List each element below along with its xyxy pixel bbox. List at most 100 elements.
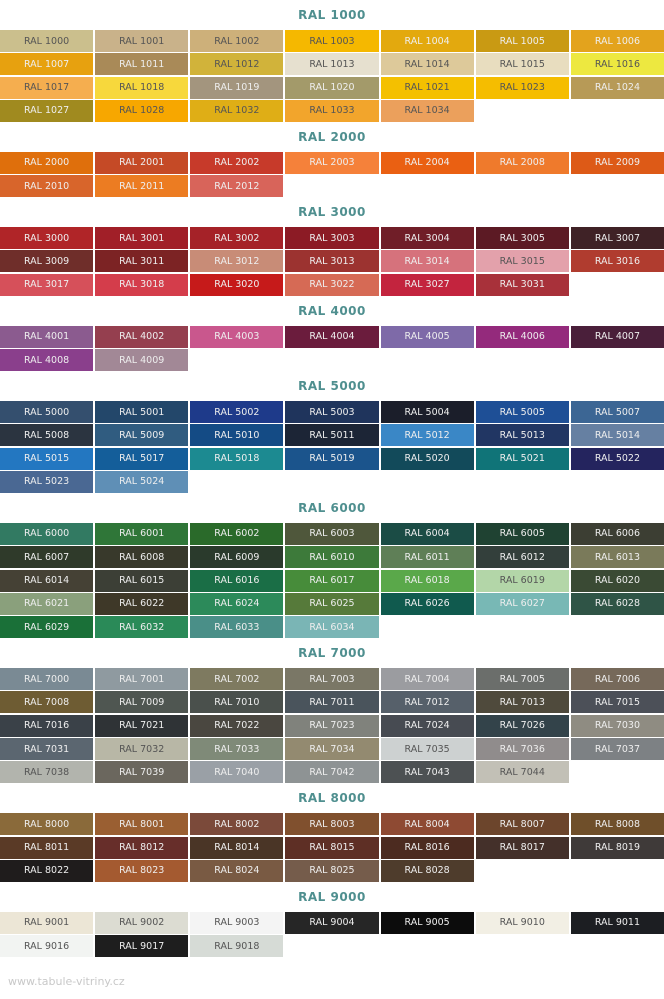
color-swatch: RAL 6014 bbox=[0, 569, 94, 592]
color-swatch: RAL 6000 bbox=[0, 522, 94, 545]
color-swatch: RAL 4009 bbox=[95, 349, 189, 372]
color-swatch: RAL 6010 bbox=[285, 546, 379, 569]
color-swatch: RAL 3003 bbox=[285, 227, 379, 250]
color-swatch: RAL 5003 bbox=[285, 401, 379, 424]
color-swatch: RAL 7043 bbox=[380, 761, 474, 784]
color-swatch: RAL 1013 bbox=[285, 53, 379, 76]
color-swatch: RAL 1003 bbox=[285, 30, 379, 52]
section: RAL 3000 RAL 3000 RAL 3001 RAL 3002 RAL 3003… bbox=[0, 197, 664, 296]
color-swatch: RAL 8017 bbox=[475, 836, 569, 859]
color-swatch: RAL 5024 bbox=[95, 470, 189, 493]
color-swatch: RAL 6003 bbox=[285, 522, 379, 545]
section-title: RAL 3000 bbox=[298, 205, 366, 220]
color-swatch: RAL 6004 bbox=[380, 522, 474, 545]
color-swatch: RAL 8003 bbox=[285, 813, 379, 836]
color-swatch: RAL 8012 bbox=[95, 836, 189, 859]
color-swatch: RAL 6018 bbox=[380, 569, 474, 592]
color-swatch: RAL 1005 bbox=[475, 30, 569, 52]
color-swatch: RAL 9016 bbox=[0, 935, 94, 958]
color-swatch: RAL 1019 bbox=[190, 76, 284, 99]
color-swatch: RAL 8004 bbox=[380, 813, 474, 836]
color-swatch: RAL 7036 bbox=[475, 738, 569, 761]
section: RAL 5000 RAL 5000 RAL 5001 RAL 5002 RAL 5003… bbox=[0, 371, 664, 493]
color-swatch: RAL 1033 bbox=[285, 99, 379, 122]
color-swatch: RAL 6025 bbox=[285, 592, 379, 615]
color-swatch: RAL 8008 bbox=[570, 813, 664, 836]
color-swatch: RAL 6011 bbox=[380, 546, 474, 569]
color-swatch: RAL 9011 bbox=[570, 911, 664, 934]
color-swatch: RAL 4007 bbox=[570, 325, 664, 348]
color-swatch: RAL 1017 bbox=[0, 76, 94, 99]
footer: www.tabule-vitriny.cz bbox=[8, 975, 125, 988]
color-swatch: RAL 7044 bbox=[475, 761, 569, 784]
color-swatch: RAL 9001 bbox=[0, 911, 94, 934]
color-swatch: RAL 8002 bbox=[190, 813, 284, 836]
color-swatch: RAL 4006 bbox=[475, 325, 569, 348]
color-swatch: RAL 7021 bbox=[95, 714, 189, 737]
color-swatch: RAL 4001 bbox=[0, 325, 94, 348]
color-swatch: RAL 2004 bbox=[380, 151, 474, 174]
color-swatch: RAL 7001 bbox=[95, 668, 189, 691]
color-swatch: RAL 7037 bbox=[570, 738, 664, 761]
color-swatch: RAL 7012 bbox=[380, 691, 474, 714]
color-swatch: RAL 1000 bbox=[0, 30, 94, 52]
color-swatch: RAL 3000 bbox=[0, 227, 94, 250]
section-title: RAL 1000 bbox=[298, 8, 366, 22]
color-swatch: RAL 4008 bbox=[0, 349, 94, 372]
color-swatch: RAL 5011 bbox=[285, 424, 379, 447]
color-swatch: RAL 5010 bbox=[190, 424, 284, 447]
color-swatch: RAL 5022 bbox=[570, 447, 664, 470]
color-swatch: RAL 1004 bbox=[380, 30, 474, 52]
color-swatch: RAL 1007 bbox=[0, 53, 94, 76]
section-title: RAL 4000 bbox=[298, 303, 366, 318]
color-swatch: RAL 5021 bbox=[475, 447, 569, 470]
color-chart: RAL 1000 RAL 1000 RAL 1001 RAL 1002 RAL 1003… bbox=[0, 8, 664, 958]
color-swatch: RAL 6032 bbox=[95, 616, 189, 639]
color-swatch: RAL 5023 bbox=[0, 470, 94, 493]
color-swatch: RAL 1006 bbox=[570, 30, 664, 52]
color-swatch: RAL 1034 bbox=[380, 99, 474, 122]
color-swatch: RAL 6013 bbox=[570, 546, 664, 569]
section-title: RAL 8000 bbox=[298, 791, 366, 806]
section: RAL 2000 RAL 2000 RAL 2001 RAL 2002 RAL 2003… bbox=[0, 122, 664, 198]
color-swatch: RAL 6008 bbox=[95, 546, 189, 569]
color-swatch: RAL 4005 bbox=[380, 325, 474, 348]
color-swatch: RAL 3005 bbox=[475, 227, 569, 250]
color-swatch: RAL 1021 bbox=[380, 76, 474, 99]
color-swatch: RAL 6020 bbox=[570, 569, 664, 592]
color-swatch: RAL 6021 bbox=[0, 592, 94, 615]
color-swatch: RAL 6009 bbox=[190, 546, 284, 569]
color-swatch: RAL 3022 bbox=[285, 273, 379, 296]
color-swatch: RAL 1002 bbox=[190, 30, 284, 52]
color-swatch: RAL 9002 bbox=[95, 911, 189, 934]
color-swatch: RAL 3013 bbox=[285, 250, 379, 273]
color-swatch: RAL 6002 bbox=[190, 522, 284, 545]
color-swatch: RAL 8015 bbox=[285, 836, 379, 859]
color-swatch: RAL 1024 bbox=[570, 76, 664, 99]
color-swatch: RAL 5007 bbox=[570, 401, 664, 424]
color-swatch: RAL 6012 bbox=[475, 546, 569, 569]
color-swatch: RAL 7004 bbox=[380, 668, 474, 691]
color-swatch: RAL 3014 bbox=[380, 250, 474, 273]
swatch-grid: RAL 7000 RAL 7001 RAL 7002 RAL 7003 RAL 7004… bbox=[0, 668, 664, 784]
color-swatch: RAL 3004 bbox=[380, 227, 474, 250]
color-swatch: RAL 9003 bbox=[190, 911, 284, 934]
color-swatch: RAL 1020 bbox=[285, 76, 379, 99]
color-swatch: RAL 1028 bbox=[95, 99, 189, 122]
color-swatch: RAL 7024 bbox=[380, 714, 474, 737]
color-swatch: RAL 3001 bbox=[95, 227, 189, 250]
color-swatch: RAL 7023 bbox=[285, 714, 379, 737]
color-swatch: RAL 3027 bbox=[380, 273, 474, 296]
swatch-grid: RAL 8000 RAL 8001 RAL 8002 RAL 8003 RAL 8004… bbox=[0, 813, 664, 882]
color-swatch: RAL 6001 bbox=[95, 522, 189, 545]
color-swatch: RAL 2003 bbox=[285, 151, 379, 174]
color-swatch: RAL 7031 bbox=[0, 738, 94, 761]
color-swatch: RAL 3002 bbox=[190, 227, 284, 250]
color-swatch: RAL 6015 bbox=[95, 569, 189, 592]
color-swatch: RAL 6007 bbox=[0, 546, 94, 569]
color-swatch: RAL 5002 bbox=[190, 401, 284, 424]
swatch-grid: RAL 1000 RAL 1001 RAL 1002 RAL 1003 RAL 1004… bbox=[0, 30, 664, 122]
section: RAL 9000 RAL 9001 RAL 9002 RAL 9003 RAL 9004… bbox=[0, 882, 664, 958]
color-swatch: RAL 6006 bbox=[570, 522, 664, 545]
color-swatch: RAL 1027 bbox=[0, 99, 94, 122]
